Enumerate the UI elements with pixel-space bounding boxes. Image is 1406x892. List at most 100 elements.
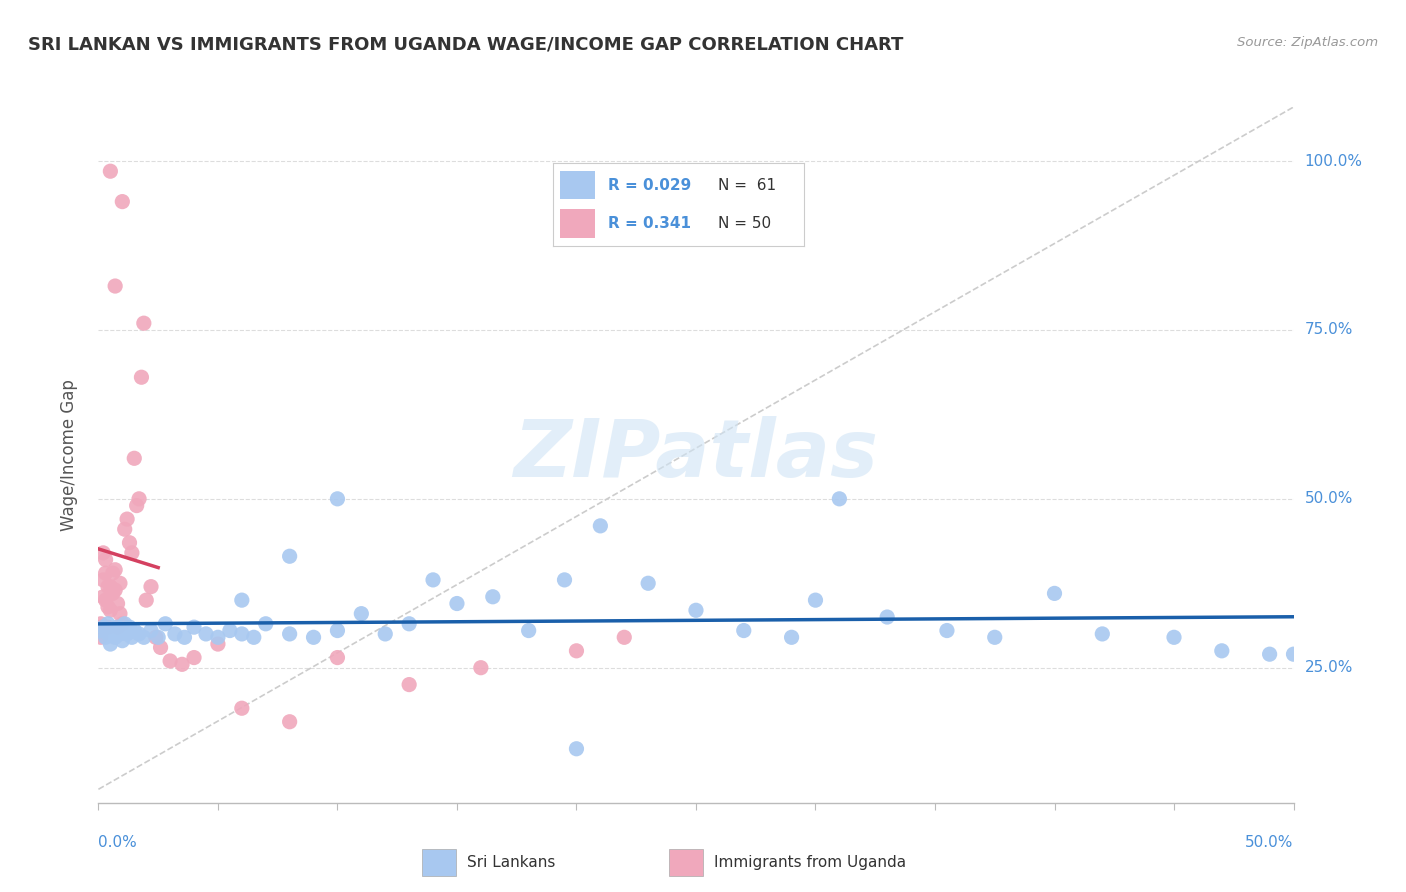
Point	[159, 654, 181, 668]
Point	[935, 624, 957, 638]
Text: N =  61: N = 61	[718, 178, 776, 193]
Point	[97, 599, 120, 614]
Point	[1282, 647, 1305, 661]
Point	[101, 586, 124, 600]
Point	[94, 593, 117, 607]
Point	[128, 491, 150, 506]
Text: ZIPatlas: ZIPatlas	[513, 416, 879, 494]
Point	[104, 279, 127, 293]
Y-axis label: Wage/Income Gap: Wage/Income Gap	[59, 379, 77, 531]
Point	[983, 630, 1005, 644]
Point	[111, 194, 134, 209]
Point	[131, 370, 153, 384]
Point	[207, 637, 229, 651]
Point	[155, 616, 177, 631]
Point	[108, 576, 131, 591]
Point	[98, 580, 122, 594]
Point	[121, 630, 143, 644]
Point	[481, 590, 505, 604]
Point	[98, 603, 122, 617]
Point	[398, 677, 420, 691]
Point	[121, 546, 143, 560]
Point	[94, 566, 117, 581]
Point	[565, 741, 588, 756]
Point	[1043, 586, 1066, 600]
Point	[114, 522, 136, 536]
Point	[422, 573, 444, 587]
Point	[124, 624, 146, 638]
Point	[124, 451, 146, 466]
Point	[108, 627, 131, 641]
Point	[554, 573, 576, 587]
Point	[1258, 647, 1281, 661]
Point	[254, 616, 277, 631]
Text: SRI LANKAN VS IMMIGRANTS FROM UGANDA WAGE/INCOME GAP CORRELATION CHART: SRI LANKAN VS IMMIGRANTS FROM UGANDA WAG…	[28, 36, 904, 54]
Point	[278, 549, 301, 564]
Point	[231, 701, 253, 715]
Point	[163, 627, 186, 641]
Point	[128, 627, 150, 641]
Point	[139, 624, 162, 638]
Text: 25.0%: 25.0%	[1305, 660, 1353, 675]
Point	[326, 624, 349, 638]
Text: R = 0.029: R = 0.029	[607, 178, 690, 193]
Point	[135, 593, 157, 607]
Point	[172, 657, 194, 672]
Text: N = 50: N = 50	[718, 216, 772, 231]
Point	[374, 627, 396, 641]
Point	[97, 627, 120, 641]
Point	[98, 164, 122, 178]
Text: R = 0.341: R = 0.341	[607, 216, 690, 231]
Point	[780, 630, 803, 644]
Point	[685, 603, 707, 617]
Point	[111, 616, 134, 631]
Point	[108, 607, 131, 621]
Point	[98, 637, 122, 651]
Point	[104, 582, 127, 597]
Point	[446, 597, 468, 611]
Point	[139, 580, 162, 594]
Point	[231, 627, 253, 641]
Point	[90, 624, 112, 638]
Point	[90, 616, 112, 631]
Point	[115, 512, 138, 526]
Point	[326, 650, 349, 665]
Point	[94, 552, 117, 566]
Point	[114, 616, 136, 631]
Point	[145, 630, 167, 644]
Point	[148, 630, 170, 644]
Bar	[560, 210, 595, 238]
Point	[326, 491, 349, 506]
Text: 0.0%: 0.0%	[98, 836, 138, 850]
Point	[183, 650, 205, 665]
Point	[1211, 644, 1233, 658]
Point	[132, 316, 155, 330]
Point	[115, 627, 138, 641]
Point	[91, 573, 114, 587]
Point	[173, 630, 195, 644]
Point	[565, 644, 588, 658]
Point	[278, 627, 301, 641]
Point	[107, 620, 129, 634]
Point	[90, 620, 112, 634]
Bar	[669, 849, 703, 876]
Text: 75.0%: 75.0%	[1305, 322, 1353, 337]
Point	[149, 640, 172, 655]
Bar	[422, 849, 456, 876]
Point	[219, 624, 242, 638]
Point	[118, 535, 141, 549]
Point	[278, 714, 301, 729]
Point	[302, 630, 325, 644]
Bar	[560, 171, 595, 200]
Point	[876, 610, 898, 624]
Point	[101, 566, 124, 581]
Point	[97, 620, 120, 634]
Point	[91, 546, 114, 560]
Point	[194, 627, 217, 641]
Point	[90, 630, 112, 644]
Point	[243, 630, 266, 644]
Text: 50.0%: 50.0%	[1305, 491, 1353, 507]
Point	[1091, 627, 1114, 641]
Point	[104, 630, 127, 644]
Point	[125, 499, 148, 513]
